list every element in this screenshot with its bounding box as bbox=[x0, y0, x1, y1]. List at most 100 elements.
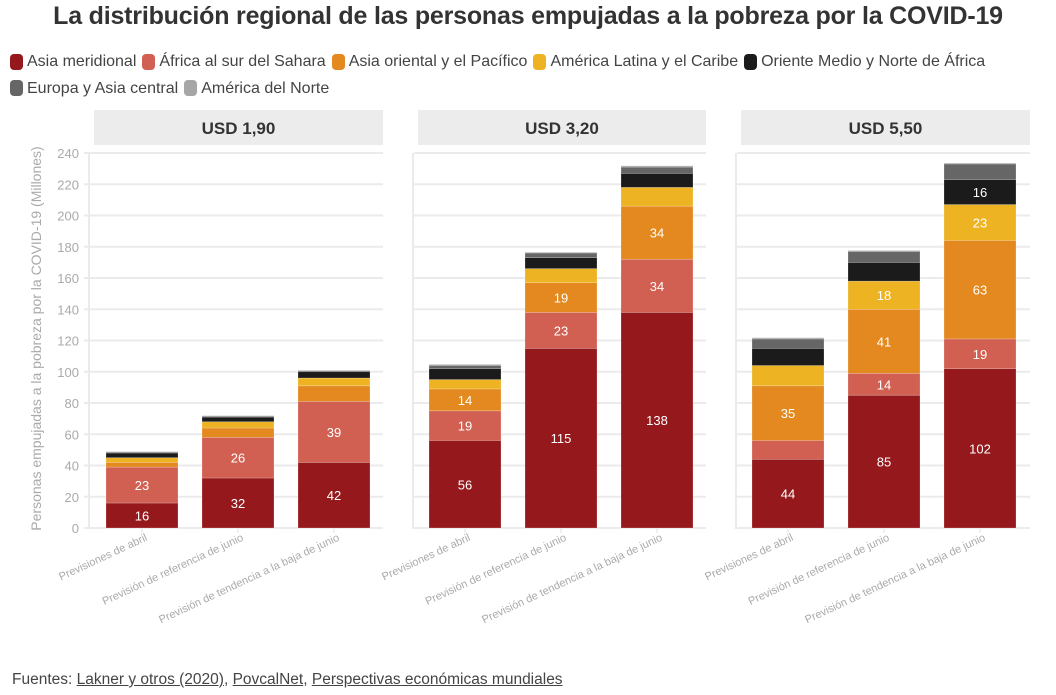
data-label: 85 bbox=[877, 455, 891, 470]
bar-segment[interactable] bbox=[201, 421, 275, 429]
bar-segment[interactable] bbox=[620, 258, 694, 313]
source-link-povcalnet[interactable]: PovcalNet bbox=[232, 671, 304, 688]
bar-segment[interactable] bbox=[297, 369, 371, 371]
legend-swatch bbox=[533, 53, 547, 70]
bar-segment[interactable] bbox=[847, 251, 921, 263]
y-tick-label: 160 bbox=[57, 271, 79, 286]
legend-swatch bbox=[184, 80, 198, 96]
legend-item[interactable]: Oriente Medio y Norte de África bbox=[744, 50, 985, 73]
bar-segment[interactable] bbox=[943, 179, 1017, 205]
y-tick-label: 140 bbox=[57, 302, 79, 317]
separator: , bbox=[303, 671, 308, 688]
legend-label: Europa y Asia central bbox=[27, 79, 179, 97]
bar-segment[interactable] bbox=[847, 250, 921, 252]
bar-segment[interactable] bbox=[751, 440, 825, 460]
bar-segment[interactable] bbox=[751, 348, 825, 366]
legend-item[interactable]: América Latina y el Caribe bbox=[533, 50, 738, 73]
bar-segment[interactable] bbox=[201, 415, 275, 417]
bar-segment[interactable] bbox=[201, 427, 275, 438]
bar-segment[interactable] bbox=[524, 268, 598, 283]
data-label: 44 bbox=[781, 487, 795, 502]
bar-segment[interactable] bbox=[620, 205, 694, 260]
bar-segment[interactable] bbox=[524, 312, 598, 349]
bar-segment[interactable] bbox=[751, 338, 825, 349]
bar-segment[interactable] bbox=[620, 165, 694, 168]
source-link-global-economic-prospects[interactable]: Perspectivas económicas mundiales bbox=[311, 671, 563, 688]
bar-segment[interactable] bbox=[943, 240, 1017, 340]
bar-segment[interactable] bbox=[105, 502, 179, 529]
legend-item[interactable]: Europa y Asia central bbox=[10, 77, 178, 100]
legend-item[interactable]: América del Norte bbox=[184, 77, 329, 100]
source-link-lakner[interactable]: Lakner y otros (2020) bbox=[76, 671, 224, 688]
bar-segment[interactable] bbox=[105, 452, 179, 458]
x-tick-label: Previsión de tendencia a la baja de juni… bbox=[157, 532, 341, 626]
bar-segment[interactable] bbox=[105, 462, 179, 468]
bar-segment[interactable] bbox=[943, 162, 1017, 165]
panel-header bbox=[418, 110, 706, 145]
bar-segment[interactable] bbox=[620, 166, 694, 174]
data-label: 14 bbox=[877, 377, 891, 392]
legend-item[interactable]: Asia meridional bbox=[10, 50, 136, 73]
legend-item[interactable]: África al sur del Sahara bbox=[142, 50, 326, 73]
bar-segment[interactable] bbox=[751, 337, 825, 340]
bar-segment[interactable] bbox=[428, 364, 502, 366]
bar-segment[interactable] bbox=[428, 440, 502, 529]
data-label: 23 bbox=[554, 323, 568, 338]
y-tick-label: 180 bbox=[57, 240, 79, 255]
bar-segment[interactable] bbox=[297, 401, 371, 463]
bar-segment[interactable] bbox=[620, 187, 694, 207]
bar-segment[interactable] bbox=[943, 368, 1017, 529]
bar-segment[interactable] bbox=[943, 163, 1017, 180]
bar-segment[interactable] bbox=[524, 251, 598, 254]
bar-segment[interactable] bbox=[847, 394, 921, 529]
bar-segment[interactable] bbox=[943, 204, 1017, 241]
bar-segment[interactable] bbox=[428, 368, 502, 380]
data-label: 32 bbox=[231, 496, 245, 511]
bar-segment[interactable] bbox=[847, 262, 921, 282]
legend-label: Asia meridional bbox=[27, 53, 137, 70]
bar-segment[interactable] bbox=[524, 348, 598, 529]
y-tick-label: 220 bbox=[57, 177, 79, 192]
bar-segment[interactable] bbox=[751, 385, 825, 441]
bar-segment[interactable] bbox=[847, 308, 921, 374]
bar-segment[interactable] bbox=[201, 416, 275, 423]
x-tick-label: Previsiones de abril bbox=[703, 532, 795, 583]
legend-swatch bbox=[10, 80, 23, 96]
bar-segment[interactable] bbox=[297, 385, 371, 402]
legend-item[interactable]: Asia oriental y el Pacífico bbox=[331, 50, 527, 73]
legend-label: Oriente Medio y Norte de África bbox=[761, 53, 986, 70]
data-label: 56 bbox=[458, 477, 472, 492]
data-label: 16 bbox=[135, 509, 149, 524]
y-tick-label: 80 bbox=[65, 396, 79, 411]
bar-segment[interactable] bbox=[751, 458, 825, 529]
data-label: 39 bbox=[327, 425, 341, 440]
bar-segment[interactable] bbox=[524, 252, 598, 258]
bar-segment[interactable] bbox=[847, 280, 921, 310]
y-tick-label: 20 bbox=[65, 490, 79, 505]
data-label: 23 bbox=[135, 478, 149, 493]
x-tick-label: Previsión de tendencia a la baja de juni… bbox=[803, 532, 987, 626]
panel-header bbox=[94, 110, 383, 145]
bar-segment[interactable] bbox=[428, 379, 502, 390]
data-label: 19 bbox=[458, 419, 472, 434]
data-label: 115 bbox=[551, 431, 572, 446]
bar-segment[interactable] bbox=[105, 451, 179, 453]
bar-segment[interactable] bbox=[428, 365, 502, 369]
bar-segment[interactable] bbox=[201, 477, 275, 529]
data-label: 23 bbox=[973, 216, 987, 231]
sources-prefix: Fuentes: bbox=[12, 671, 73, 688]
bar-segment[interactable] bbox=[297, 462, 371, 529]
bar-segment[interactable] bbox=[751, 365, 825, 387]
x-tick-label: Previsiones de abril bbox=[57, 532, 149, 583]
data-label: 16 bbox=[973, 185, 987, 200]
bar-segment[interactable] bbox=[428, 410, 502, 441]
bar-segment[interactable] bbox=[297, 377, 371, 387]
data-label: 63 bbox=[973, 283, 987, 298]
bar-segment[interactable] bbox=[620, 312, 694, 529]
bar-segment[interactable] bbox=[105, 466, 179, 504]
bar-segment[interactable] bbox=[105, 457, 179, 463]
bar-segment[interactable] bbox=[201, 437, 275, 479]
bar-segment[interactable] bbox=[524, 257, 598, 269]
bar-segment[interactable] bbox=[620, 173, 694, 188]
bar-segment[interactable] bbox=[297, 371, 371, 379]
